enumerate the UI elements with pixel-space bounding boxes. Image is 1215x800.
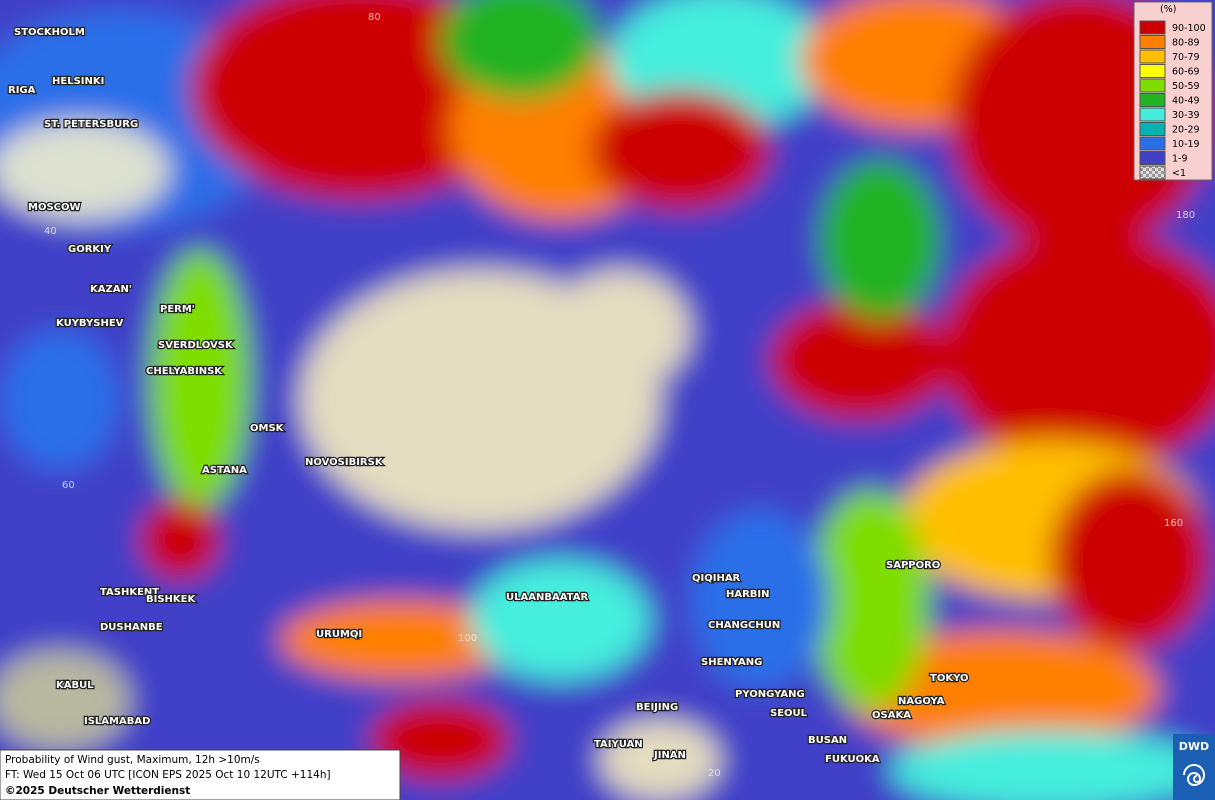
city-label: FUKUOKA bbox=[825, 754, 880, 765]
city-label: RIGA bbox=[8, 85, 36, 96]
legend-swatch bbox=[1139, 35, 1166, 49]
logo-text: DWD bbox=[1179, 740, 1209, 753]
legend: (%) 90-100 80-89 70-79 60-69 50-59 40-49 30-39… bbox=[1133, 1, 1213, 181]
cities: STOCKHOLM HELSINKI RIGA ST. PETERSBURG MOSCO… bbox=[7, 26, 970, 767]
city-label: SHENYANG bbox=[701, 657, 762, 668]
graticule-label: 40 bbox=[44, 226, 57, 237]
legend-label: 30-39 bbox=[1172, 110, 1200, 121]
city-label: OMSK bbox=[250, 423, 285, 434]
legend-label: 40-49 bbox=[1172, 96, 1200, 107]
legend-rows: 90-100 80-89 70-79 60-69 50-59 40-49 30-39 20-2… bbox=[1139, 20, 1206, 180]
city-label: ASTANA bbox=[202, 465, 247, 476]
legend-swatch bbox=[1139, 151, 1166, 165]
legend-label: <1 bbox=[1172, 168, 1186, 179]
city-label: BUSAN bbox=[808, 735, 847, 746]
graticule-label: 20 bbox=[708, 768, 721, 779]
legend-swatch bbox=[1139, 49, 1166, 64]
legend-swatch bbox=[1139, 20, 1166, 35]
logo-box bbox=[1173, 734, 1215, 800]
legend-swatch bbox=[1139, 136, 1166, 151]
legend-swatch bbox=[1139, 78, 1166, 93]
legend-label: 90-100 bbox=[1172, 23, 1206, 34]
legend-label: 1-9 bbox=[1172, 154, 1188, 165]
graticule-label: 60 bbox=[62, 480, 75, 491]
footer-line: ©2025 Deutscher Wetterdienst bbox=[5, 785, 190, 797]
city-label: SEOUL bbox=[770, 708, 808, 719]
city-label: GORKIY bbox=[68, 244, 112, 255]
city-label: BEIJING bbox=[636, 702, 678, 713]
city-label: ISLAMABAD bbox=[84, 716, 150, 727]
city-label: OSAKA bbox=[872, 710, 911, 721]
graticule-label: 100 bbox=[458, 633, 477, 644]
city-label: ULAANBAATAR bbox=[506, 592, 588, 603]
city-label: HELSINKI bbox=[52, 76, 104, 87]
city-label: URUMQI bbox=[316, 629, 362, 640]
legend-label: 80-89 bbox=[1172, 38, 1200, 49]
footer-box bbox=[0, 749, 401, 800]
legend-label: 10-19 bbox=[1172, 139, 1200, 150]
city-label: PERM' bbox=[160, 304, 195, 315]
city-label: BISHKEK bbox=[146, 594, 196, 605]
city-label: STOCKHOLM bbox=[14, 27, 85, 38]
city-label: KABUL bbox=[56, 680, 94, 691]
city-label: MOSCOW bbox=[28, 202, 81, 213]
city-label: NOVOSIBIRSK bbox=[305, 457, 384, 468]
city-label: TAIYUAN bbox=[594, 739, 643, 750]
city-label: CHELYABINSK bbox=[146, 366, 223, 377]
legend-label: 60-69 bbox=[1172, 67, 1200, 78]
city-label: QIQIHAR bbox=[692, 573, 741, 584]
legend-swatch bbox=[1139, 107, 1166, 122]
legend-swatch bbox=[1139, 64, 1166, 78]
city-label: PYONGYANG bbox=[735, 689, 805, 700]
footer: Probability of Wind gust, Maximum, 12h >… bbox=[0, 749, 401, 800]
legend-title: (%) bbox=[1160, 4, 1176, 15]
graticule-label: 180 bbox=[1176, 210, 1195, 221]
city-label: KAZAN' bbox=[90, 284, 132, 295]
city-label: DUSHANBE bbox=[100, 622, 163, 633]
legend-label: 70-79 bbox=[1172, 52, 1200, 63]
logo: DWD bbox=[1173, 734, 1215, 800]
legend-label: 20-29 bbox=[1172, 125, 1200, 136]
city-label: HARBIN bbox=[726, 589, 770, 600]
city-label: CHANGCHUN bbox=[708, 620, 780, 631]
city-label: SAPPORO bbox=[886, 560, 940, 571]
legend-swatch bbox=[1139, 122, 1166, 136]
legend-swatch bbox=[1139, 165, 1166, 180]
logo-swirl bbox=[1183, 764, 1205, 787]
graticule-label: 80 bbox=[368, 12, 381, 23]
city-label: ST. PETERSBURG bbox=[44, 119, 138, 130]
graticule-label: 160 bbox=[1164, 518, 1183, 529]
footer-line: FT: Wed 15 Oct 06 UTC [ICON EPS 2025 Oct… bbox=[5, 769, 331, 781]
city-label: NAGOYA bbox=[898, 696, 945, 707]
city-label: TASHKENT bbox=[100, 587, 159, 598]
city-label: KUYBYSHEV bbox=[56, 318, 124, 329]
city-label: TOKYO bbox=[930, 673, 968, 684]
footer-line: Probability of Wind gust, Maximum, 12h >… bbox=[5, 754, 260, 766]
legend-swatch bbox=[1139, 93, 1166, 107]
city-label: JINAN bbox=[653, 750, 686, 761]
grid-labels: 80 40 60 100 160 180 20 bbox=[44, 12, 1195, 779]
legend-label: 50-59 bbox=[1172, 81, 1200, 92]
city-label: SVERDLOVSK bbox=[158, 340, 234, 351]
